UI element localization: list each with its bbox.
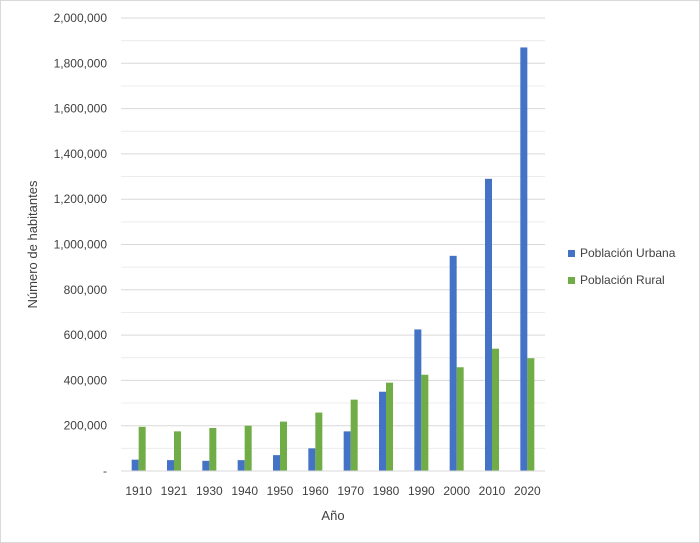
y-tick-label: 1,200,000	[54, 192, 108, 206]
x-tick-label: 1960	[302, 484, 329, 498]
bar-urbana-2000	[449, 255, 457, 471]
y-axis-ticks: - 200,000 400,000 600,000 800,000 1,000,000 1,…	[54, 11, 108, 478]
x-tick-label: 1990	[408, 484, 435, 498]
bar-rural-1940	[244, 425, 252, 471]
x-tick-label: 1910	[125, 484, 152, 498]
y-tick-label: 400,000	[64, 373, 108, 387]
legend-swatch-rural	[568, 277, 575, 284]
x-tick-label: 1980	[373, 484, 400, 498]
y-tick-label: 1,400,000	[54, 147, 108, 161]
x-tick-label: 1940	[231, 484, 258, 498]
bar-rural-2000	[456, 367, 464, 471]
y-tick-label: 600,000	[64, 328, 108, 342]
bar-urbana-1910	[131, 459, 139, 471]
legend-swatch-urbana	[568, 250, 575, 257]
bar-urbana-1930	[202, 460, 210, 471]
bar-rural-1930	[209, 427, 217, 471]
bar-urbana-1950	[273, 455, 280, 471]
x-tick-label: 2020	[514, 484, 541, 498]
y-tick-label: 1,800,000	[54, 56, 108, 70]
bar-urbana-1940	[237, 460, 245, 471]
legend-label-urbana: Población Urbana	[580, 246, 676, 260]
x-tick-label: 2010	[479, 484, 506, 498]
y-axis-title: Número de habitantes	[25, 180, 40, 308]
x-tick-label: 2000	[443, 484, 470, 498]
y-tick-label: 200,000	[64, 419, 108, 433]
y-tick-label: 2,000,000	[54, 11, 108, 25]
bar-rural-1921	[174, 431, 181, 471]
legend: Población Urbana Población Rural	[568, 246, 676, 287]
bar-urbana-2020	[520, 47, 528, 471]
bar-rural-2020	[527, 358, 535, 471]
bar-rural-1980	[386, 382, 393, 471]
x-axis-title: Año	[321, 508, 344, 523]
bar-urbana-1921	[167, 460, 174, 471]
bars	[131, 47, 535, 471]
y-tick-label: 1,600,000	[54, 102, 108, 116]
y-tick-label: 800,000	[64, 283, 108, 297]
bar-urbana-1960	[308, 448, 316, 471]
x-tick-label: 1970	[337, 484, 364, 498]
bar-rural-2010	[492, 348, 499, 471]
bar-urbana-2010	[485, 178, 492, 471]
bar-urbana-1980	[379, 391, 386, 471]
y-tick-label: 1,000,000	[54, 238, 108, 252]
x-axis-ticks: 1910 1921 1930 1940 1950 1960 1970 1980 1990 2000…	[125, 484, 541, 498]
legend-label-rural: Población Rural	[580, 273, 665, 287]
bar-urbana-1970	[343, 431, 351, 471]
bar-rural-1950	[280, 421, 287, 471]
bar-rural-1970	[350, 399, 358, 471]
bar-rural-1910	[138, 426, 146, 471]
x-tick-label: 1950	[267, 484, 294, 498]
bar-rural-1960	[315, 412, 323, 471]
x-tick-label: 1921	[161, 484, 188, 498]
y-tick-label: -	[103, 464, 107, 478]
bar-rural-1990	[421, 374, 429, 471]
x-tick-label: 1930	[196, 484, 223, 498]
bar-urbana-1990	[414, 329, 422, 471]
gridlines	[121, 17, 545, 449]
